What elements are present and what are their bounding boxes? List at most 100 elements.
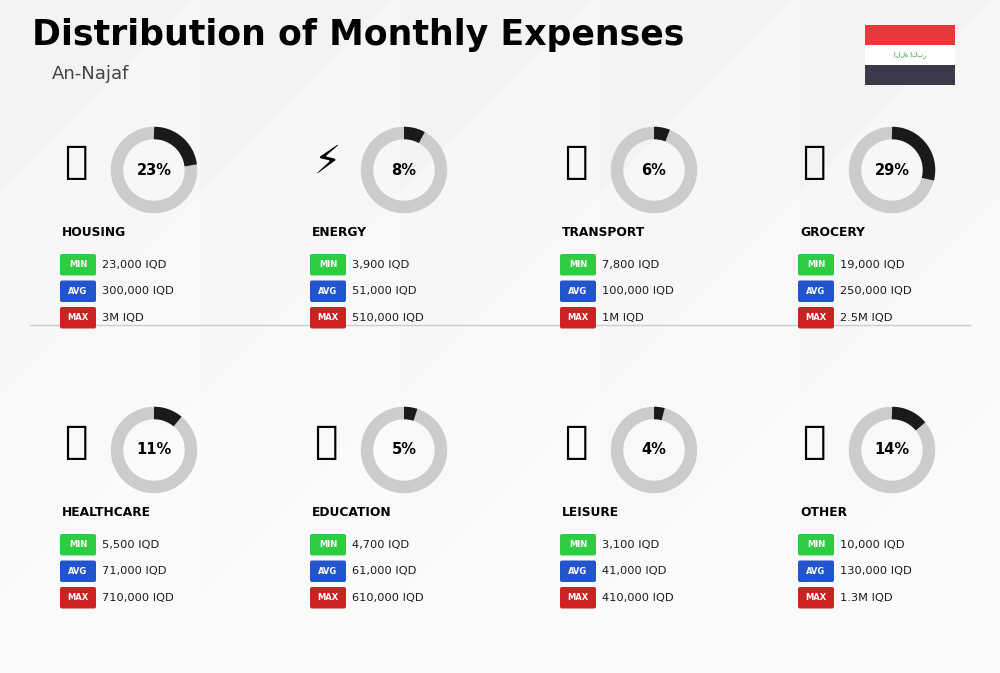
Text: GROCERY: GROCERY	[800, 226, 865, 239]
FancyBboxPatch shape	[310, 534, 346, 555]
Text: 61,000 IQD: 61,000 IQD	[352, 566, 416, 576]
Text: 29%: 29%	[874, 162, 910, 178]
Text: 3,900 IQD: 3,900 IQD	[352, 260, 409, 270]
Text: 💰: 💰	[802, 423, 825, 461]
Text: 19,000 IQD: 19,000 IQD	[840, 260, 904, 270]
Text: 🚌: 🚌	[564, 143, 587, 181]
Text: الله اكبر: الله اكبر	[894, 52, 926, 59]
Text: 🎓: 🎓	[314, 423, 337, 461]
Text: MAX: MAX	[67, 313, 89, 322]
Text: 300,000 IQD: 300,000 IQD	[102, 286, 174, 296]
Text: 710,000 IQD: 710,000 IQD	[102, 593, 174, 603]
Text: 130,000 IQD: 130,000 IQD	[840, 566, 912, 576]
Text: MAX: MAX	[805, 594, 827, 602]
Text: MIN: MIN	[569, 260, 587, 269]
Text: MIN: MIN	[319, 540, 337, 549]
Text: MAX: MAX	[67, 594, 89, 602]
Text: ENERGY: ENERGY	[312, 226, 367, 239]
FancyBboxPatch shape	[60, 254, 96, 275]
FancyBboxPatch shape	[310, 254, 346, 275]
Text: 7,800 IQD: 7,800 IQD	[602, 260, 659, 270]
Text: 5%: 5%	[392, 443, 416, 458]
Text: 5,500 IQD: 5,500 IQD	[102, 540, 159, 550]
Text: MAX: MAX	[805, 313, 827, 322]
Text: 51,000 IQD: 51,000 IQD	[352, 286, 416, 296]
FancyBboxPatch shape	[310, 281, 346, 302]
Text: AVG: AVG	[568, 567, 588, 575]
Text: MIN: MIN	[319, 260, 337, 269]
FancyBboxPatch shape	[865, 65, 955, 85]
Text: 1M IQD: 1M IQD	[602, 313, 644, 323]
FancyBboxPatch shape	[60, 587, 96, 608]
Text: 3,100 IQD: 3,100 IQD	[602, 540, 659, 550]
Text: 250,000 IQD: 250,000 IQD	[840, 286, 912, 296]
FancyBboxPatch shape	[60, 561, 96, 582]
Text: 14%: 14%	[874, 443, 910, 458]
Text: 4,700 IQD: 4,700 IQD	[352, 540, 409, 550]
Text: 🛍: 🛍	[564, 423, 587, 461]
Text: 4%: 4%	[642, 443, 666, 458]
Text: 🏥: 🏥	[64, 423, 87, 461]
Text: AVG: AVG	[318, 287, 338, 295]
FancyBboxPatch shape	[560, 534, 596, 555]
FancyBboxPatch shape	[560, 281, 596, 302]
FancyBboxPatch shape	[560, 561, 596, 582]
FancyBboxPatch shape	[798, 307, 834, 328]
Text: 6%: 6%	[642, 162, 666, 178]
Text: MIN: MIN	[69, 540, 87, 549]
Text: 🏢: 🏢	[64, 143, 87, 181]
Text: Distribution of Monthly Expenses: Distribution of Monthly Expenses	[32, 18, 684, 52]
Text: AVG: AVG	[68, 287, 88, 295]
Text: 23,000 IQD: 23,000 IQD	[102, 260, 166, 270]
FancyBboxPatch shape	[798, 587, 834, 608]
FancyBboxPatch shape	[60, 534, 96, 555]
Text: AVG: AVG	[318, 567, 338, 575]
Text: TRANSPORT: TRANSPORT	[562, 226, 645, 239]
FancyBboxPatch shape	[60, 281, 96, 302]
Text: 41,000 IQD: 41,000 IQD	[602, 566, 666, 576]
FancyBboxPatch shape	[798, 254, 834, 275]
Text: AVG: AVG	[806, 567, 826, 575]
FancyBboxPatch shape	[310, 561, 346, 582]
Text: OTHER: OTHER	[800, 506, 847, 519]
Text: An-Najaf: An-Najaf	[52, 65, 129, 83]
Text: MIN: MIN	[807, 260, 825, 269]
Text: 410,000 IQD: 410,000 IQD	[602, 593, 674, 603]
Text: MIN: MIN	[69, 260, 87, 269]
Text: MAX: MAX	[567, 594, 589, 602]
Text: 11%: 11%	[136, 443, 172, 458]
Text: MAX: MAX	[317, 594, 339, 602]
FancyBboxPatch shape	[560, 587, 596, 608]
FancyBboxPatch shape	[60, 307, 96, 328]
FancyBboxPatch shape	[798, 281, 834, 302]
FancyBboxPatch shape	[310, 307, 346, 328]
Text: 🛒: 🛒	[802, 143, 825, 181]
Text: AVG: AVG	[68, 567, 88, 575]
FancyBboxPatch shape	[865, 25, 955, 45]
Text: 10,000 IQD: 10,000 IQD	[840, 540, 904, 550]
Text: 1.3M IQD: 1.3M IQD	[840, 593, 893, 603]
Text: HEALTHCARE: HEALTHCARE	[62, 506, 151, 519]
Text: HOUSING: HOUSING	[62, 226, 126, 239]
Text: EDUCATION: EDUCATION	[312, 506, 392, 519]
Text: AVG: AVG	[568, 287, 588, 295]
Text: 71,000 IQD: 71,000 IQD	[102, 566, 166, 576]
Text: 3M IQD: 3M IQD	[102, 313, 144, 323]
Text: 23%: 23%	[136, 162, 172, 178]
Text: 100,000 IQD: 100,000 IQD	[602, 286, 674, 296]
Text: 610,000 IQD: 610,000 IQD	[352, 593, 424, 603]
FancyBboxPatch shape	[798, 534, 834, 555]
Text: 8%: 8%	[392, 162, 416, 178]
FancyBboxPatch shape	[865, 45, 955, 65]
FancyBboxPatch shape	[798, 561, 834, 582]
Text: MAX: MAX	[567, 313, 589, 322]
Text: 2.5M IQD: 2.5M IQD	[840, 313, 893, 323]
Text: MIN: MIN	[807, 540, 825, 549]
Text: AVG: AVG	[806, 287, 826, 295]
Text: ⚡: ⚡	[314, 143, 341, 181]
FancyBboxPatch shape	[310, 587, 346, 608]
Text: 510,000 IQD: 510,000 IQD	[352, 313, 424, 323]
Text: MIN: MIN	[569, 540, 587, 549]
FancyBboxPatch shape	[560, 254, 596, 275]
FancyBboxPatch shape	[560, 307, 596, 328]
